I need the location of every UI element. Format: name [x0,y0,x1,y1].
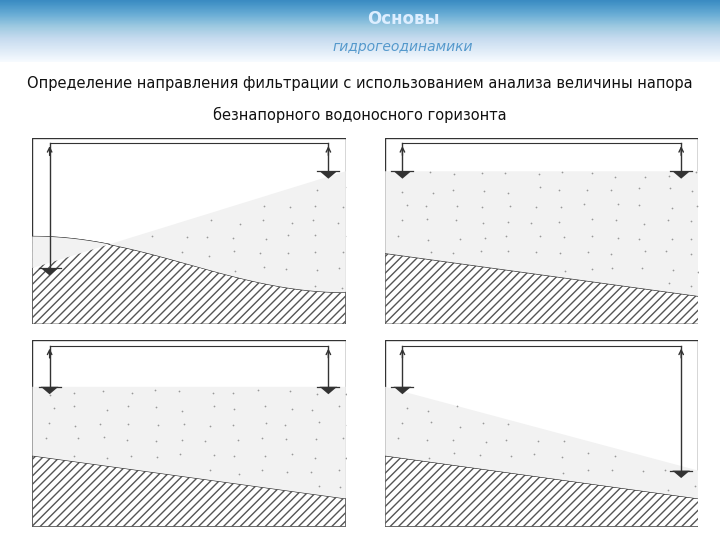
Polygon shape [385,171,698,296]
Polygon shape [32,171,346,292]
Text: Основы: Основы [367,10,439,28]
Polygon shape [394,171,411,179]
Polygon shape [32,387,346,498]
Polygon shape [385,253,698,324]
Polygon shape [320,171,337,179]
Polygon shape [320,387,337,394]
Polygon shape [672,171,690,179]
Text: Определение направления фильтрации с использованием анализа величины напора: Определение направления фильтрации с исп… [27,77,693,91]
Text: гидрогеодинамики: гидрогеодинамики [333,39,474,53]
Polygon shape [672,470,690,478]
Polygon shape [385,456,698,526]
Polygon shape [394,387,411,394]
Polygon shape [41,387,58,394]
Polygon shape [32,456,346,526]
Polygon shape [41,268,58,275]
Polygon shape [32,237,346,324]
Text: безнапорного водоносного горизонта: безнапорного водоносного горизонта [213,106,507,123]
Polygon shape [385,387,698,498]
